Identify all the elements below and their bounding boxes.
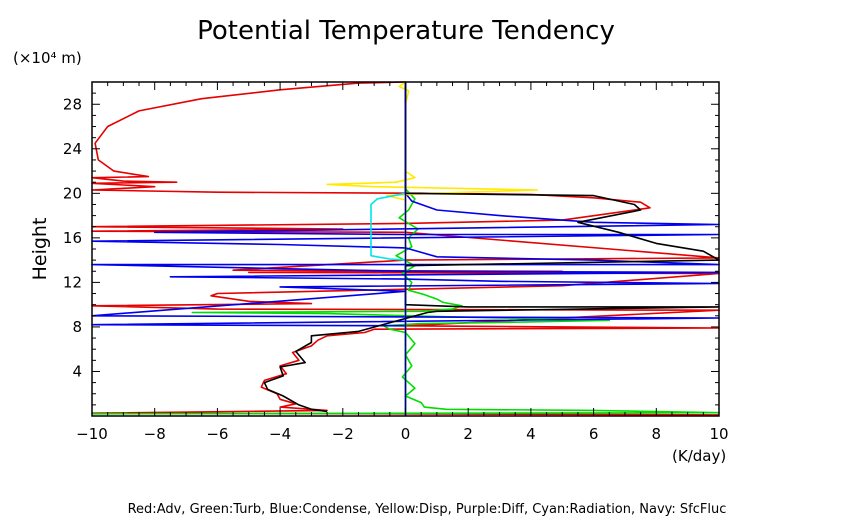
series-line-disp bbox=[326, 81, 539, 416]
x-tick-label: −10 bbox=[76, 425, 108, 443]
y-tick-label: 8 bbox=[72, 318, 82, 336]
y-tick-label: 4 bbox=[72, 362, 82, 380]
y-tick-label: 16 bbox=[63, 229, 82, 247]
chart-title: Potential Temperature Tendency bbox=[197, 16, 615, 46]
series-line-diff bbox=[263, 82, 720, 413]
series-line-condense bbox=[91, 82, 720, 416]
series-layer bbox=[91, 81, 720, 416]
y-axis-label: Height bbox=[29, 218, 51, 281]
x-tick-label: −2 bbox=[332, 425, 354, 443]
plot-frame bbox=[91, 81, 720, 417]
x-tick-label: 4 bbox=[526, 425, 536, 443]
y-axis-unit: (×10⁴ m) bbox=[13, 49, 82, 67]
y-tick-label: 28 bbox=[63, 95, 82, 113]
series-line-radiation bbox=[370, 192, 407, 416]
x-tick-label: 6 bbox=[589, 425, 599, 443]
y-tick-label: 24 bbox=[63, 140, 82, 158]
x-tick-label: 8 bbox=[652, 425, 662, 443]
y-tick-label: 12 bbox=[63, 273, 82, 291]
x-tick-label: 2 bbox=[463, 425, 473, 443]
x-axis-label: (K/day) bbox=[672, 447, 726, 465]
x-tick-label: −8 bbox=[144, 425, 166, 443]
x-tick-label: 10 bbox=[709, 425, 728, 443]
x-tick-label: −6 bbox=[206, 425, 228, 443]
legend-text: Red:Adv, Green:Turb, Blue:Condense, Yell… bbox=[128, 502, 727, 517]
x-tick-label: −4 bbox=[269, 425, 291, 443]
series-line-turb bbox=[91, 82, 720, 415]
x-tick-label: 0 bbox=[401, 425, 411, 443]
y-tick-label: 20 bbox=[63, 184, 82, 202]
